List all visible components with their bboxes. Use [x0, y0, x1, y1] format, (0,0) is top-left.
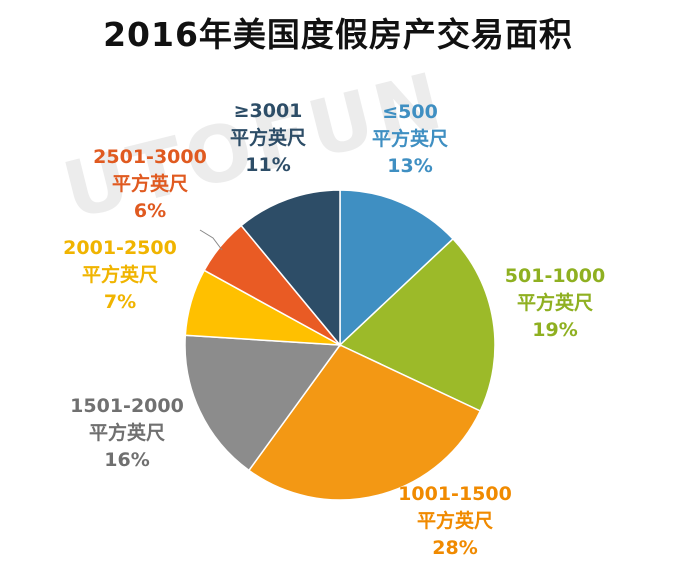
slice-label: 501-1000 平方英尺 19% — [505, 265, 605, 341]
slice-label: ≤500 平方英尺 13% — [372, 101, 448, 177]
pie-slice — [339, 189, 455, 347]
pie-slice — [338, 237, 496, 412]
leader-line — [199, 229, 223, 251]
slice-label: 1501-2000 平方英尺 16% — [70, 395, 184, 471]
slice-label: 2501-3000 平方英尺 6% — [93, 146, 207, 222]
slice-label: 2001-2500 平方英尺 7% — [63, 237, 177, 313]
slice-label: 1001-1500 平方英尺 28% — [398, 483, 512, 559]
pie-slice — [184, 334, 342, 472]
pie-slice — [240, 189, 341, 348]
pie-slice — [247, 344, 482, 501]
chart-title: 2016年美国度假房产交易面积 — [103, 15, 573, 54]
slice-label: ≥3001 平方英尺 11% — [230, 100, 306, 176]
